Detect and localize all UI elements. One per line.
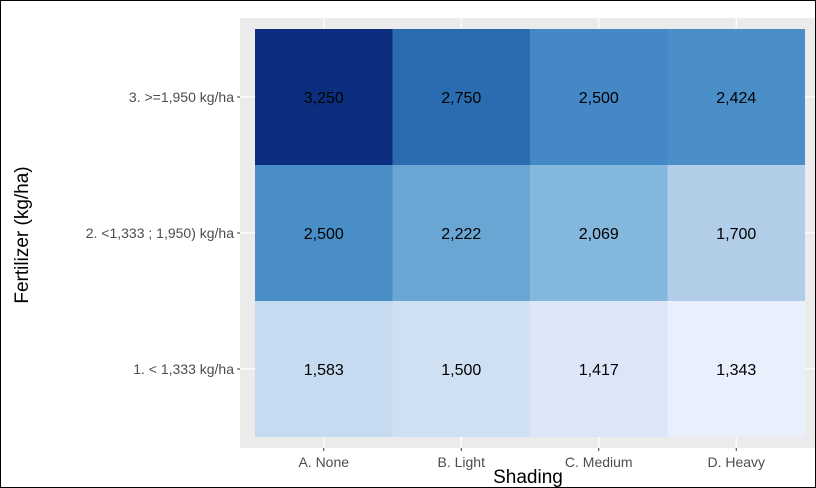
heatmap-cell: [255, 29, 393, 165]
cell-value-labels: 1,583 1,500 1,417 1,343 2,500 2,222 2,069 1,700…: [304, 90, 757, 379]
cell-value-label: 1,583: [304, 362, 344, 379]
cell-value-label: 2,500: [579, 90, 619, 107]
heatmap-cell: [530, 29, 668, 165]
x-axis-title: Shading: [493, 467, 563, 487]
y-tick-label: 1. < 1,333 kg/ha: [133, 361, 234, 377]
cell-value-label: 2,424: [716, 90, 756, 107]
heatmap-cell: [392, 301, 530, 437]
cell-value-label: 3,250: [304, 90, 344, 107]
heatmap-cell: [667, 165, 805, 301]
heatmap-cell: [667, 29, 805, 165]
y-tick-label: 2. <1,333 ; 1,950) kg/ha: [86, 225, 234, 241]
x-tick-label: A. None: [298, 454, 349, 470]
cell-value-label: 2,069: [579, 226, 619, 243]
heatmap-cell: [255, 165, 393, 301]
y-axis: 1. < 1,333 kg/ha 2. <1,333 ; 1,950) kg/ha…: [86, 89, 240, 377]
y-tick-label: 3. >=1,950 kg/ha: [129, 89, 234, 105]
y-axis-title: Fertilizer (kg/ha): [12, 166, 33, 303]
heatmap-cell: [530, 165, 668, 301]
heatmap-cell: [530, 301, 668, 437]
x-tick-label: D. Heavy: [707, 454, 765, 470]
heatmap-cell: [392, 165, 530, 301]
cell-value-label: 1,417: [579, 362, 619, 379]
heatmap-cells: [255, 29, 805, 437]
cell-value-label: 2,222: [441, 226, 481, 243]
heatmap-cell: [392, 29, 530, 165]
cell-value-label: 1,343: [716, 362, 756, 379]
x-tick-label: C. Medium: [565, 454, 633, 470]
x-tick-label: B. Light: [438, 454, 486, 470]
x-axis: A. None B. Light C. Medium D. Heavy: [298, 448, 765, 470]
heatmap-cell: [667, 301, 805, 437]
cell-value-label: 1,700: [716, 226, 756, 243]
cell-value-label: 2,500: [304, 226, 344, 243]
cell-value-label: 1,500: [441, 362, 481, 379]
heatmap-cell: [255, 301, 393, 437]
cell-value-label: 2,750: [441, 90, 481, 107]
